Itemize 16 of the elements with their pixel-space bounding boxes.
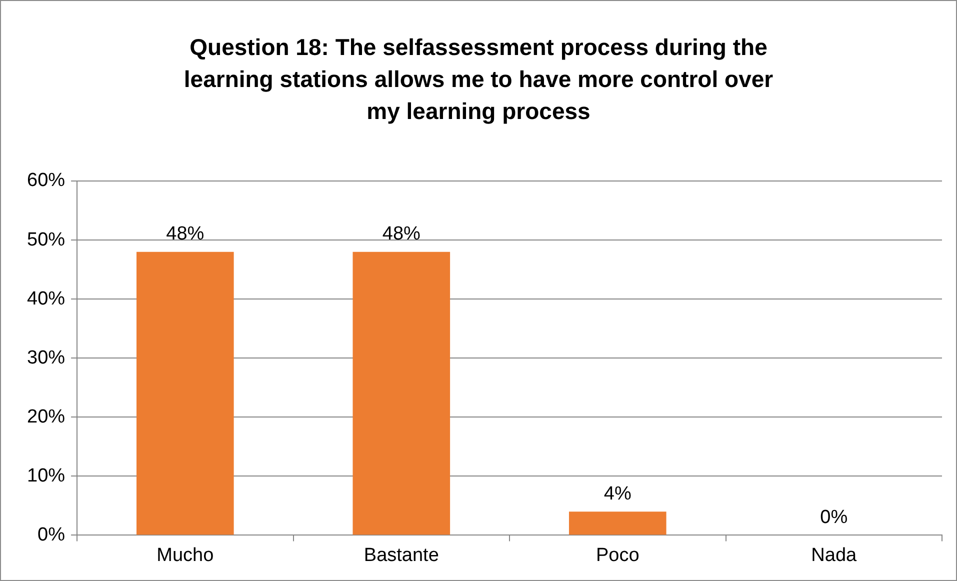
x-tick-label: Nada (811, 544, 858, 566)
x-tick-label: Poco (596, 544, 640, 566)
data-label: 48% (166, 224, 204, 245)
y-tick-label: 10% (26, 465, 66, 486)
data-label: 48% (382, 224, 421, 245)
y-tick-label: 50% (26, 229, 66, 250)
x-tick-label: Mucho (156, 544, 214, 566)
x-tick-label: Bastante (364, 544, 439, 566)
data-label: 0% (820, 506, 848, 528)
y-tick-label: 0% (38, 524, 66, 546)
y-tick-label: 60% (26, 170, 66, 192)
data-label: 4% (604, 483, 632, 504)
y-tick-label: 30% (26, 347, 66, 368)
y-tick-label: 40% (26, 288, 66, 310)
chart-title: Question 18: The selfassessment process during the learning stations allows me to have more control over my learning process (182, 33, 774, 126)
y-tick-label: 20% (26, 406, 66, 428)
